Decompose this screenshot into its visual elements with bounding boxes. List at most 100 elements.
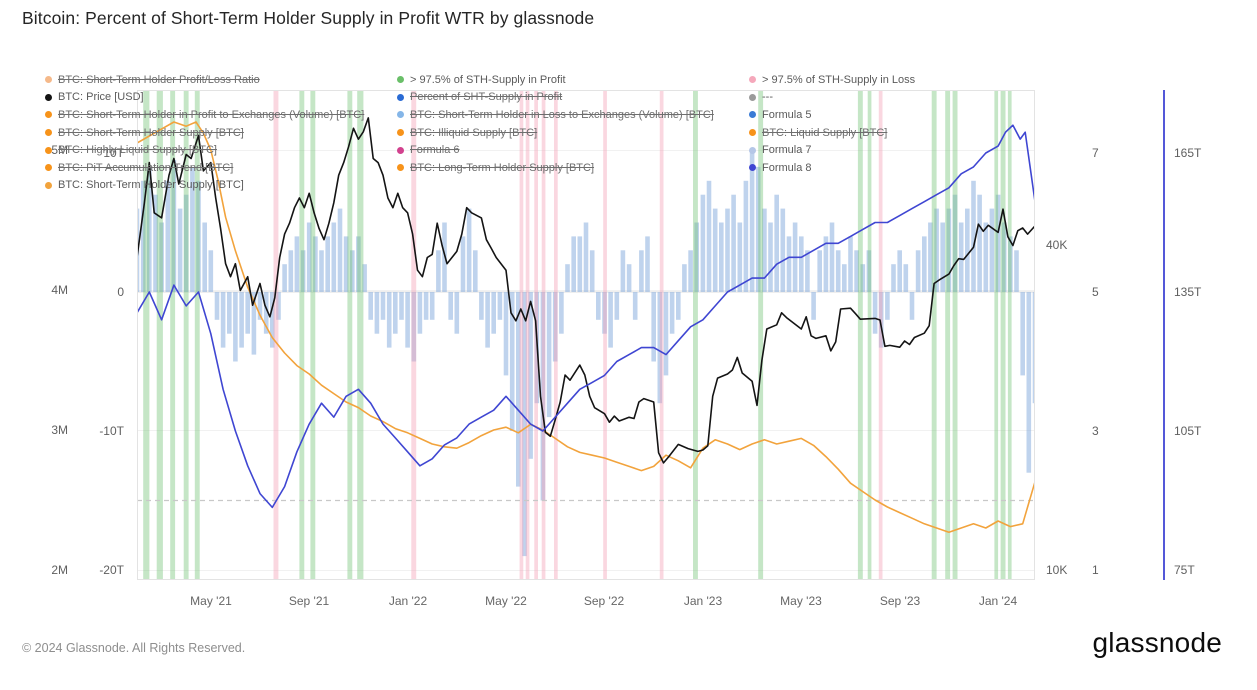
profit-band — [357, 90, 364, 580]
histogram-bar — [983, 222, 989, 292]
legend-item[interactable]: Formula 8 — [749, 159, 915, 177]
x-axis-tick-label: Sep '23 — [879, 594, 921, 608]
legend-item-label: BTC: Illiquid Supply [BTC] — [410, 126, 538, 139]
histogram-bar — [399, 292, 404, 320]
legend-column: > 97.5% of STH-Supply in Profit Percent o… — [397, 71, 749, 194]
histogram-bar — [220, 292, 226, 348]
histogram-bar — [632, 292, 638, 320]
histogram-bar — [669, 292, 675, 334]
loss-band — [411, 90, 417, 580]
legend-item[interactable]: Formula 6 — [397, 141, 749, 159]
histogram-bar — [688, 250, 693, 292]
y-axis-tick-label: 3 — [1092, 424, 1099, 438]
histogram-bar — [946, 208, 952, 292]
histogram-bar — [596, 292, 601, 320]
y-axis-tick-label: -10T — [99, 424, 124, 438]
legend-item-label: BTC: Liquid Supply [BTC] — [762, 126, 888, 139]
legend-item[interactable]: Formula 5 — [749, 106, 915, 124]
histogram-bar — [503, 292, 509, 376]
glassnode-logo: glassnode — [1092, 627, 1222, 658]
profit-band — [945, 90, 951, 580]
legend-item[interactable]: --- — [749, 89, 915, 107]
histogram-bar — [509, 292, 515, 431]
legend-item[interactable]: BTC: Highly Liquid Supply [BTC] — [45, 141, 397, 159]
histogram-bar — [454, 292, 460, 334]
loss-band — [878, 90, 883, 580]
histogram-bar — [1001, 222, 1007, 292]
y-axis-tick-label: 10T — [103, 146, 124, 160]
histogram-bar — [1026, 292, 1032, 473]
legend-dot-icon — [749, 129, 756, 137]
legend-item[interactable]: BTC: Short-Term Holder in Profit to Exch… — [45, 106, 397, 124]
legend-item-label: > 97.5% of STH-Supply in Loss — [762, 73, 916, 86]
histogram-bar — [626, 264, 632, 292]
series-line — [137, 117, 1035, 464]
legend-item[interactable]: BTC: Short-Term Holder in Loss to Exchan… — [397, 106, 749, 124]
legend-item[interactable]: > 97.5% of STH-Supply in Profit — [397, 71, 749, 89]
histogram-bar — [1014, 250, 1019, 292]
histogram-bar — [313, 236, 318, 292]
legend-item[interactable]: BTC: PiT Accumulation Trend [BTC] — [45, 159, 397, 177]
histogram-bar — [171, 159, 177, 292]
legend-item[interactable]: Percent of SHT-Supply in Profit — [397, 89, 749, 107]
series-line — [137, 124, 1035, 509]
histogram-bar — [719, 222, 724, 292]
y-axis-tick-label: 0 — [117, 285, 124, 299]
legend-item[interactable]: BTC: Short-Term Holder Supply [BTC] — [45, 177, 397, 195]
copyright-text: © 2024 Glassnode. All Rights Reserved. — [22, 641, 246, 655]
legend-item-label: Percent of SHT-Supply in Profit — [410, 91, 563, 104]
histogram-bar — [380, 292, 386, 320]
histogram-bar — [411, 292, 417, 362]
legend-item[interactable]: BTC: Short-Term Holder Supply [BTC] — [45, 124, 397, 142]
x-axis-tick-label: Jan '24 — [978, 594, 1018, 608]
legend-dot-icon — [45, 181, 52, 189]
histogram-bar — [762, 208, 767, 292]
histogram-bar — [958, 222, 964, 292]
histogram-bar — [540, 292, 546, 501]
histogram-bar — [306, 222, 312, 292]
histogram-bar — [362, 264, 367, 292]
histogram-bar — [878, 292, 884, 348]
legend-item[interactable]: BTC: Short-Term Holder Profit/Loss Ratio — [45, 71, 397, 89]
x-axis-tick-label: May '21 — [190, 594, 232, 608]
histogram-bar — [159, 222, 164, 292]
chart-plot[interactable] — [137, 90, 1035, 580]
histogram-bar — [460, 236, 466, 292]
histogram-bar — [516, 292, 521, 487]
legend-item[interactable]: BTC: Price [USD] — [45, 89, 397, 107]
y-axis-tick-label: 7 — [1092, 146, 1099, 160]
histogram-bar — [233, 292, 238, 362]
histogram-bar — [774, 194, 779, 292]
histogram-bar — [343, 236, 349, 292]
histogram-bar — [639, 250, 644, 292]
histogram-bar — [866, 250, 872, 292]
legend-item[interactable]: Formula 7 — [749, 141, 915, 159]
histogram-bar — [276, 292, 281, 320]
legend-dot-icon — [397, 111, 404, 119]
histogram-bar — [915, 250, 921, 292]
histogram-bar — [405, 292, 410, 348]
profit-band — [994, 90, 999, 580]
legend-item-label: BTC: Short-Term Holder in Profit to Exch… — [58, 108, 365, 121]
legend-item[interactable]: BTC: Liquid Supply [BTC] — [749, 124, 915, 142]
histogram-bar — [694, 222, 699, 292]
histogram-bar — [393, 292, 398, 334]
legend-item[interactable]: BTC: Long-Term Holder Supply [BTC] — [397, 159, 749, 177]
histogram-bar — [479, 292, 484, 320]
loss-band — [603, 90, 607, 580]
histogram-bar — [743, 180, 749, 292]
legend-dot-icon — [397, 129, 404, 137]
histogram-bar — [928, 222, 933, 292]
histogram-bar — [835, 250, 841, 292]
histogram-bar — [208, 250, 214, 292]
histogram-bar — [952, 194, 958, 292]
histogram-bar — [811, 292, 816, 320]
histogram-bar — [257, 292, 263, 320]
legend-dot-icon — [397, 76, 404, 84]
histogram-bar — [823, 236, 829, 292]
y-axis-tick-label: 4M — [51, 283, 68, 297]
legend-item[interactable]: > 97.5% of STH-Supply in Loss — [749, 71, 915, 89]
y-axis-tick-label: 2M — [51, 563, 68, 577]
legend-item[interactable]: BTC: Illiquid Supply [BTC] — [397, 124, 749, 142]
profit-band — [857, 90, 863, 580]
